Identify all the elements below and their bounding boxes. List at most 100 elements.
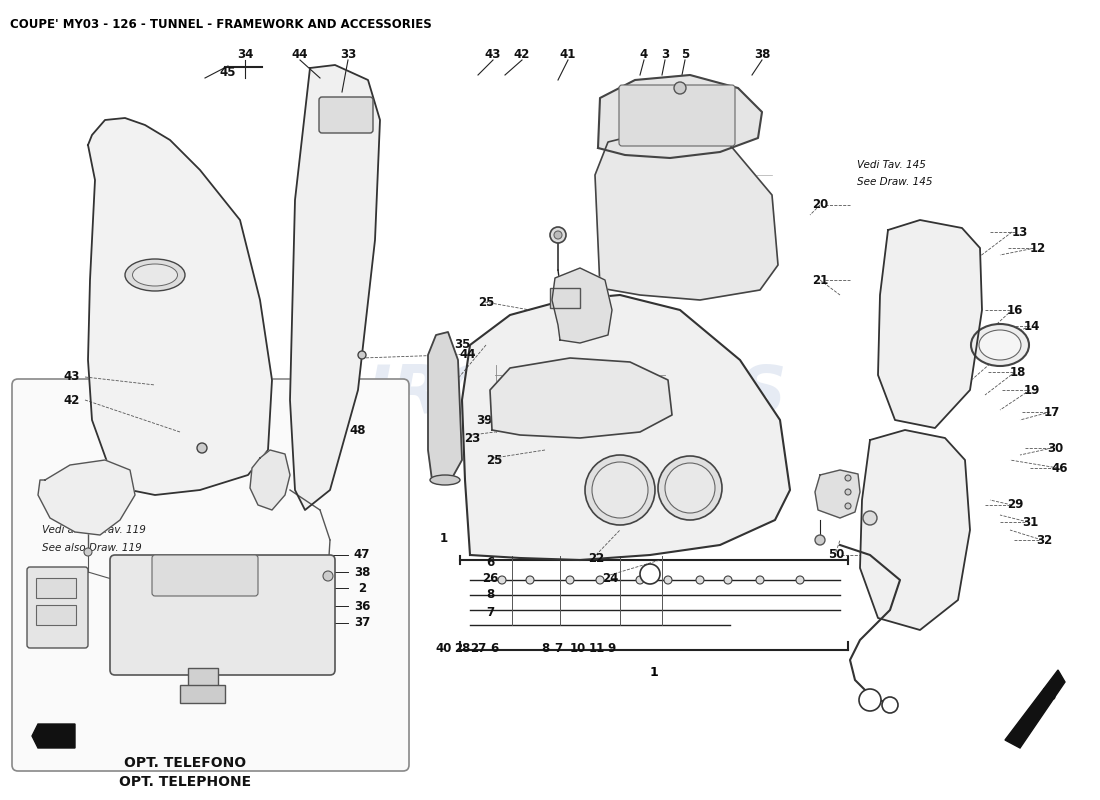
Text: 1: 1 (650, 666, 659, 679)
Ellipse shape (132, 264, 177, 286)
Text: 6: 6 (490, 642, 498, 654)
Circle shape (882, 697, 898, 713)
Circle shape (864, 511, 877, 525)
Circle shape (796, 576, 804, 584)
Text: 7: 7 (554, 642, 562, 654)
Polygon shape (290, 65, 380, 510)
Circle shape (596, 576, 604, 584)
Text: 31: 31 (1022, 515, 1038, 529)
Text: 28: 28 (454, 642, 470, 654)
Text: 24: 24 (602, 571, 618, 585)
Circle shape (197, 443, 207, 453)
Text: 11: 11 (588, 642, 605, 654)
Bar (180, 685, 226, 703)
Circle shape (592, 462, 648, 518)
Circle shape (566, 576, 574, 584)
Text: 33: 33 (340, 49, 356, 62)
Polygon shape (595, 128, 778, 300)
Text: 9: 9 (608, 642, 616, 654)
Text: A: A (647, 570, 653, 578)
Text: 8: 8 (486, 589, 494, 602)
Text: 27: 27 (470, 642, 486, 654)
Text: 38: 38 (354, 566, 371, 578)
FancyBboxPatch shape (12, 379, 409, 771)
Text: 19: 19 (1024, 383, 1041, 397)
Text: EUROSPARES: EUROSPARES (293, 362, 788, 428)
FancyBboxPatch shape (28, 567, 88, 648)
Text: 20: 20 (812, 198, 828, 211)
Circle shape (498, 576, 506, 584)
Text: 42: 42 (64, 394, 80, 406)
Text: 7: 7 (486, 606, 494, 618)
Text: 47: 47 (354, 549, 371, 562)
Polygon shape (39, 460, 135, 535)
Polygon shape (598, 75, 762, 158)
FancyBboxPatch shape (152, 555, 258, 596)
Circle shape (664, 576, 672, 584)
Text: 6: 6 (486, 555, 494, 569)
Text: OPT. TELEPHONE: OPT. TELEPHONE (119, 775, 251, 789)
Text: 4: 4 (640, 49, 648, 62)
Text: 21: 21 (812, 274, 828, 286)
Text: 5: 5 (681, 49, 689, 62)
Text: Vedi anche Tav. 119: Vedi anche Tav. 119 (42, 525, 146, 535)
Text: 17: 17 (1044, 406, 1060, 418)
Text: 22: 22 (587, 551, 604, 565)
Text: B: B (579, 303, 585, 313)
Circle shape (526, 576, 534, 584)
Polygon shape (490, 358, 672, 438)
Bar (550, 288, 580, 308)
Text: 43: 43 (485, 49, 502, 62)
Polygon shape (815, 470, 860, 518)
Text: A: A (867, 695, 873, 705)
Ellipse shape (979, 330, 1021, 360)
Circle shape (845, 489, 851, 495)
Circle shape (724, 576, 732, 584)
Text: 12: 12 (1030, 242, 1046, 254)
Text: 25: 25 (486, 454, 503, 466)
Text: 50: 50 (828, 549, 844, 562)
Text: 8: 8 (541, 642, 549, 654)
Text: 43: 43 (64, 370, 80, 383)
FancyBboxPatch shape (110, 555, 336, 675)
Circle shape (674, 82, 686, 94)
Text: 34: 34 (236, 49, 253, 62)
Text: 30: 30 (1047, 442, 1063, 454)
Text: 25: 25 (477, 295, 494, 309)
Text: 13: 13 (1012, 226, 1028, 238)
Text: 16: 16 (1006, 303, 1023, 317)
Text: 44: 44 (460, 347, 476, 361)
Text: 48: 48 (350, 423, 366, 437)
Ellipse shape (971, 324, 1028, 366)
Text: 46: 46 (1052, 462, 1068, 474)
Ellipse shape (430, 475, 460, 485)
Text: 44: 44 (292, 49, 308, 62)
Text: 14: 14 (1024, 319, 1041, 333)
FancyBboxPatch shape (619, 85, 735, 146)
Circle shape (84, 548, 92, 556)
Text: 15: 15 (993, 349, 1009, 362)
Polygon shape (250, 450, 290, 510)
Polygon shape (1005, 670, 1065, 748)
Polygon shape (32, 724, 75, 748)
Text: 49: 49 (42, 626, 58, 639)
Text: 2: 2 (358, 582, 366, 594)
Polygon shape (428, 332, 462, 480)
Circle shape (815, 535, 825, 545)
Text: COUPE' MY03 - 126 - TUNNEL - FRAMEWORK AND ACCESSORIES: COUPE' MY03 - 126 - TUNNEL - FRAMEWORK A… (10, 18, 431, 31)
Text: 3: 3 (661, 49, 669, 62)
Text: See also Draw. 119: See also Draw. 119 (42, 543, 142, 553)
Ellipse shape (125, 259, 185, 291)
Text: 39: 39 (476, 414, 492, 426)
Circle shape (640, 564, 660, 584)
Text: 26: 26 (482, 571, 498, 585)
FancyBboxPatch shape (319, 97, 373, 133)
Circle shape (696, 576, 704, 584)
Circle shape (358, 351, 366, 359)
Text: 41: 41 (560, 49, 576, 62)
Text: 37: 37 (354, 617, 370, 630)
Text: 1: 1 (440, 531, 448, 545)
Text: 23: 23 (464, 431, 480, 445)
Text: 40: 40 (436, 642, 452, 654)
Text: Vedi Tav. 145: Vedi Tav. 145 (857, 160, 926, 170)
